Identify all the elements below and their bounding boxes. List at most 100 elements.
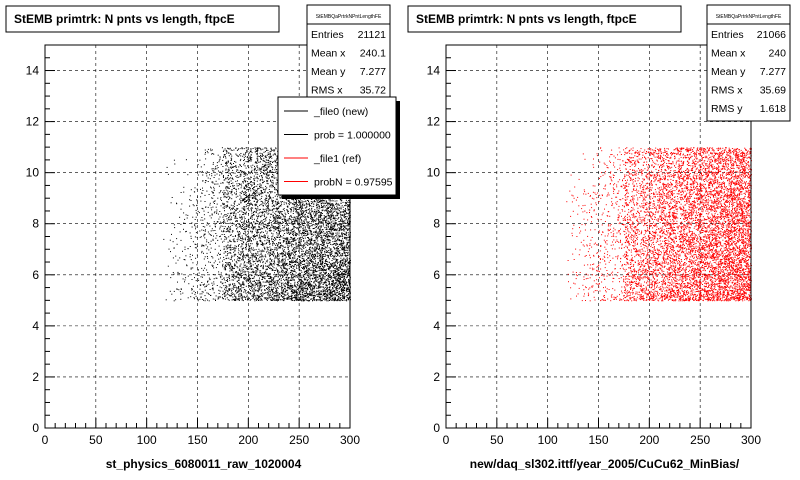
scatter-point [300,221,302,223]
scatter-point [241,248,243,250]
scatter-point [206,252,208,254]
scatter-point [219,216,221,218]
scatter-point [272,167,274,169]
scatter-point [249,260,251,261]
scatter-point [322,241,324,243]
scatter-point [286,230,288,232]
scatter-point [341,265,342,266]
scatter-point [218,245,220,247]
scatter-point [248,196,250,198]
scatter-point [208,300,210,302]
scatter-point [291,275,292,277]
scatter-point [321,199,323,201]
scatter-point [309,231,311,233]
scatter-point [315,271,317,273]
scatter-point [277,220,279,222]
scatter-point [253,296,254,298]
scatter-point [324,292,326,294]
scatter-point [326,202,328,204]
scatter-point [334,262,336,264]
scatter-point [319,281,321,283]
scatter-point [257,153,258,155]
scatter-point [324,272,326,274]
scatter-point [294,281,296,283]
scatter-point [348,284,350,286]
scatter-point [302,267,304,269]
scatter-point [210,234,212,236]
scatter-point [346,267,348,269]
scatter-point [279,239,281,241]
scatter-point [172,257,174,259]
scatter-point [306,221,308,223]
scatter-point [326,210,328,212]
scatter-point [264,163,266,165]
scatter-point [256,235,257,237]
scatter-point [238,279,240,281]
scatter-point [232,283,234,285]
scatter-point [348,214,350,216]
scatter-point [211,264,213,266]
scatter-point [307,237,309,238]
scatter-point [227,294,229,296]
scatter-point [306,265,308,267]
scatter-point [236,175,238,177]
scatter-point [338,230,340,232]
scatter-point [266,297,268,299]
scatter-point [281,269,283,271]
scatter-point [238,290,240,292]
scatter-point [272,252,274,254]
scatter-point [268,238,270,240]
scatter-point [269,161,271,163]
scatter-point [324,209,326,211]
scatter-point [191,226,193,228]
scatter-point [326,236,328,237]
scatter-point [220,296,221,298]
scatter-point [331,221,333,223]
scatter-point [328,267,330,269]
scatter-point [240,158,242,160]
scatter-point [274,286,276,288]
scatter-point [243,253,244,255]
scatter-point [261,244,263,246]
scatter-point [311,290,313,292]
scatter-point [348,262,350,264]
scatter-point [297,216,299,217]
scatter-point [344,214,345,216]
scatter-point [330,221,332,223]
scatter-point [205,298,207,300]
scatter-point [299,230,301,232]
scatter-point [288,222,290,224]
scatter-point [223,156,224,158]
scatter-point [309,203,310,205]
scatter-point [235,264,237,266]
scatter-point [304,234,306,236]
scatter-point [257,280,259,282]
scatter-point [204,256,206,258]
scatter-point [348,279,350,281]
scatter-point [272,208,274,210]
scatter-point [227,281,229,282]
scatter-point [274,292,276,294]
scatter-point [299,282,301,284]
scatter-point [320,250,322,252]
scatter-point [293,289,295,291]
scatter-point [307,216,309,218]
scatter-point [294,264,296,266]
scatter-point [302,281,304,283]
scatter-point [338,255,340,257]
scatter-point [230,175,232,177]
scatter-point [311,238,313,240]
scatter-point [342,260,344,262]
scatter-point [310,290,312,292]
scatter-point [213,153,215,155]
scatter-point [239,214,241,216]
scatter-point [229,258,231,260]
scatter-point [311,285,313,287]
scatter-point [315,262,317,264]
scatter-point [222,216,224,218]
scatter-point [218,170,219,172]
scatter-point [299,245,301,246]
scatter-point [274,189,276,191]
scatter-point [299,259,301,260]
scatter-point [202,219,204,221]
